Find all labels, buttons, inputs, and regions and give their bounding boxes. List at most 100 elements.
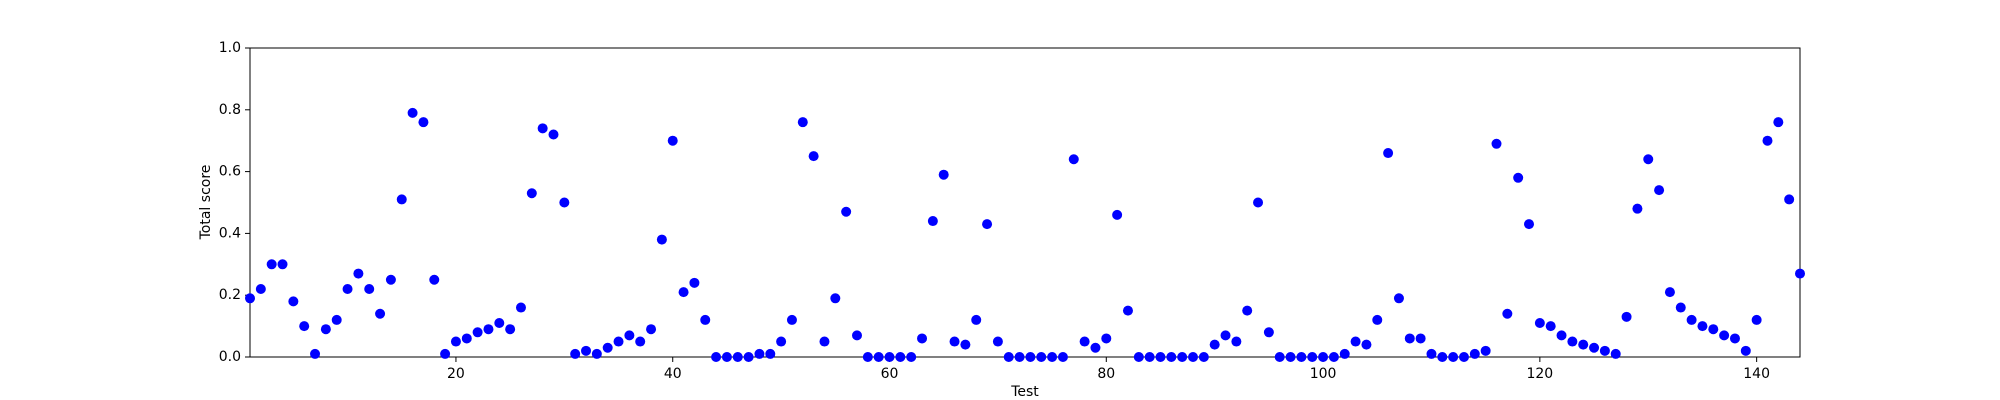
data-point (494, 318, 505, 329)
data-point (895, 352, 906, 362)
data-point (711, 352, 722, 362)
data-point (786, 314, 797, 325)
data-point (1383, 148, 1394, 159)
x-tick-label: 60 (881, 366, 899, 382)
data-point (1253, 197, 1264, 208)
data-point (1729, 333, 1740, 344)
data-point (1740, 345, 1751, 356)
data-point (700, 314, 711, 325)
data-point (375, 308, 386, 319)
data-point (602, 342, 613, 353)
data-point (873, 352, 884, 362)
data-point (1719, 330, 1730, 341)
data-point (1318, 352, 1329, 362)
data-point (1090, 342, 1101, 353)
data-point (1524, 219, 1535, 230)
data-point (656, 234, 667, 245)
data-point (1285, 352, 1296, 362)
data-point (808, 151, 819, 162)
data-point (1101, 333, 1112, 344)
data-point (1415, 333, 1426, 344)
data-point (1361, 339, 1372, 350)
data-point (548, 129, 559, 140)
data-point (288, 296, 299, 307)
data-point (461, 333, 472, 344)
data-point (819, 336, 830, 347)
data-point (1339, 348, 1350, 359)
data-point (1144, 352, 1155, 362)
data-point (1654, 185, 1665, 196)
data-point (505, 324, 516, 335)
data-point (862, 352, 873, 362)
data-point (1469, 348, 1480, 359)
data-point (537, 123, 548, 134)
data-point (591, 348, 602, 359)
data-point (1209, 339, 1220, 350)
data-point (1025, 352, 1036, 362)
data-point (906, 352, 917, 362)
data-point (1502, 308, 1513, 319)
data-point (743, 352, 754, 362)
data-point (299, 321, 310, 332)
data-point (1231, 336, 1242, 347)
data-point (1112, 209, 1123, 220)
data-point (581, 345, 592, 356)
data-point (1458, 352, 1469, 362)
data-point (364, 284, 375, 295)
y-tick-label: 1.0 (219, 40, 241, 56)
data-point (1567, 336, 1578, 347)
data-point (570, 348, 581, 359)
data-point (841, 206, 852, 217)
data-point (407, 107, 418, 118)
data-point (1545, 321, 1556, 332)
data-point (938, 169, 949, 180)
data-point (646, 324, 657, 335)
data-point (440, 348, 451, 359)
data-point (1491, 138, 1502, 149)
data-point (331, 314, 342, 325)
data-point (1762, 135, 1773, 146)
data-point (1578, 339, 1589, 350)
data-point (310, 348, 321, 359)
data-point (689, 277, 700, 288)
data-point (342, 284, 353, 295)
data-point (960, 339, 971, 350)
data-point (1350, 336, 1361, 347)
data-point (1751, 314, 1762, 325)
data-point (635, 336, 646, 347)
data-point (613, 336, 624, 347)
x-tick-label: 20 (447, 366, 465, 382)
x-axis-label: Test (1010, 384, 1039, 400)
data-point (277, 259, 288, 270)
data-point (396, 194, 407, 205)
x-tick-label: 40 (664, 366, 682, 382)
data-point (1198, 352, 1209, 362)
data-point (982, 219, 993, 230)
data-point (266, 259, 277, 270)
data-point (472, 327, 483, 338)
data-point (1599, 345, 1610, 356)
data-point (1079, 336, 1090, 347)
data-point (1448, 352, 1459, 362)
x-tick-label: 120 (1526, 366, 1553, 382)
data-point (1122, 305, 1133, 316)
data-point (678, 287, 689, 298)
data-point (1014, 352, 1025, 362)
data-point (1708, 324, 1719, 335)
data-point (949, 336, 960, 347)
data-point (483, 324, 494, 335)
data-point (971, 314, 982, 325)
data-point (1664, 287, 1675, 298)
data-point (255, 284, 266, 295)
data-point (624, 330, 635, 341)
data-point (1697, 321, 1708, 332)
data-point (1068, 154, 1079, 165)
data-point (1274, 352, 1285, 362)
data-point (1296, 352, 1307, 362)
data-point (1675, 302, 1686, 313)
data-point (917, 333, 928, 344)
data-point (1643, 154, 1654, 165)
data-point (559, 197, 570, 208)
data-point (1610, 348, 1621, 359)
data-point (1057, 352, 1068, 362)
